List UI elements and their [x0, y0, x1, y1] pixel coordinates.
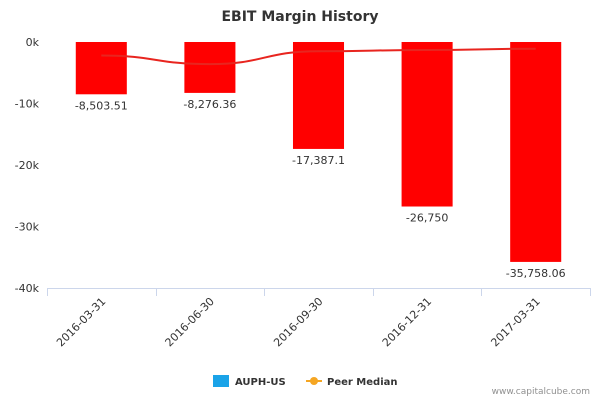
bar[interactable] [510, 42, 562, 262]
y-tick-label: 0k [26, 36, 40, 49]
line-series [101, 47, 536, 66]
y-axis: 0k -10k -20k -30k -40k [15, 36, 40, 295]
peer-median-line[interactable] [101, 47, 536, 66]
bar[interactable] [401, 42, 453, 207]
bar[interactable] [184, 42, 236, 93]
chart-title: EBIT Margin History [221, 9, 378, 25]
x-tick-label: 2016-09-30 [271, 295, 325, 349]
legend-marker-peer[interactable] [310, 377, 318, 385]
data-labels: -8,503.51 -8,276.36 -17,387.1 -26,750 -35,75… [75, 98, 566, 280]
legend-label-peer[interactable]: Peer Median [327, 377, 398, 388]
x-tick-label: 2016-12-31 [380, 295, 434, 349]
bar[interactable] [292, 42, 345, 149]
y-tick-label: -40k [15, 282, 40, 295]
bar-series [75, 42, 562, 262]
credit-text[interactable]: www.capitalcube.com [492, 387, 590, 397]
legend-swatch-auph[interactable] [213, 375, 229, 387]
y-tick-label: -10k [15, 98, 40, 111]
bar-data-label: -8,276.36 [183, 98, 236, 111]
bar-data-label: -26,750 [406, 212, 448, 225]
y-tick-label: -20k [15, 159, 40, 172]
x-tick-label: 2016-03-31 [54, 295, 108, 349]
legend[interactable]: AUPH-US Peer Median [213, 375, 398, 388]
bar-data-label: -17,387.1 [292, 154, 345, 167]
x-tick-label: 2017-03-31 [488, 295, 542, 349]
bar-data-label: -8,503.51 [75, 99, 128, 112]
x-axis: 2016-03-31 2016-06-30 2016-09-30 2016-12-31… [47, 288, 591, 349]
bar[interactable] [75, 42, 127, 95]
legend-label-auph[interactable]: AUPH-US [235, 377, 286, 388]
x-tick-label: 2016-06-30 [163, 295, 217, 349]
y-tick-label: -30k [15, 221, 40, 234]
bar-data-label: -35,758.06 [506, 267, 566, 280]
